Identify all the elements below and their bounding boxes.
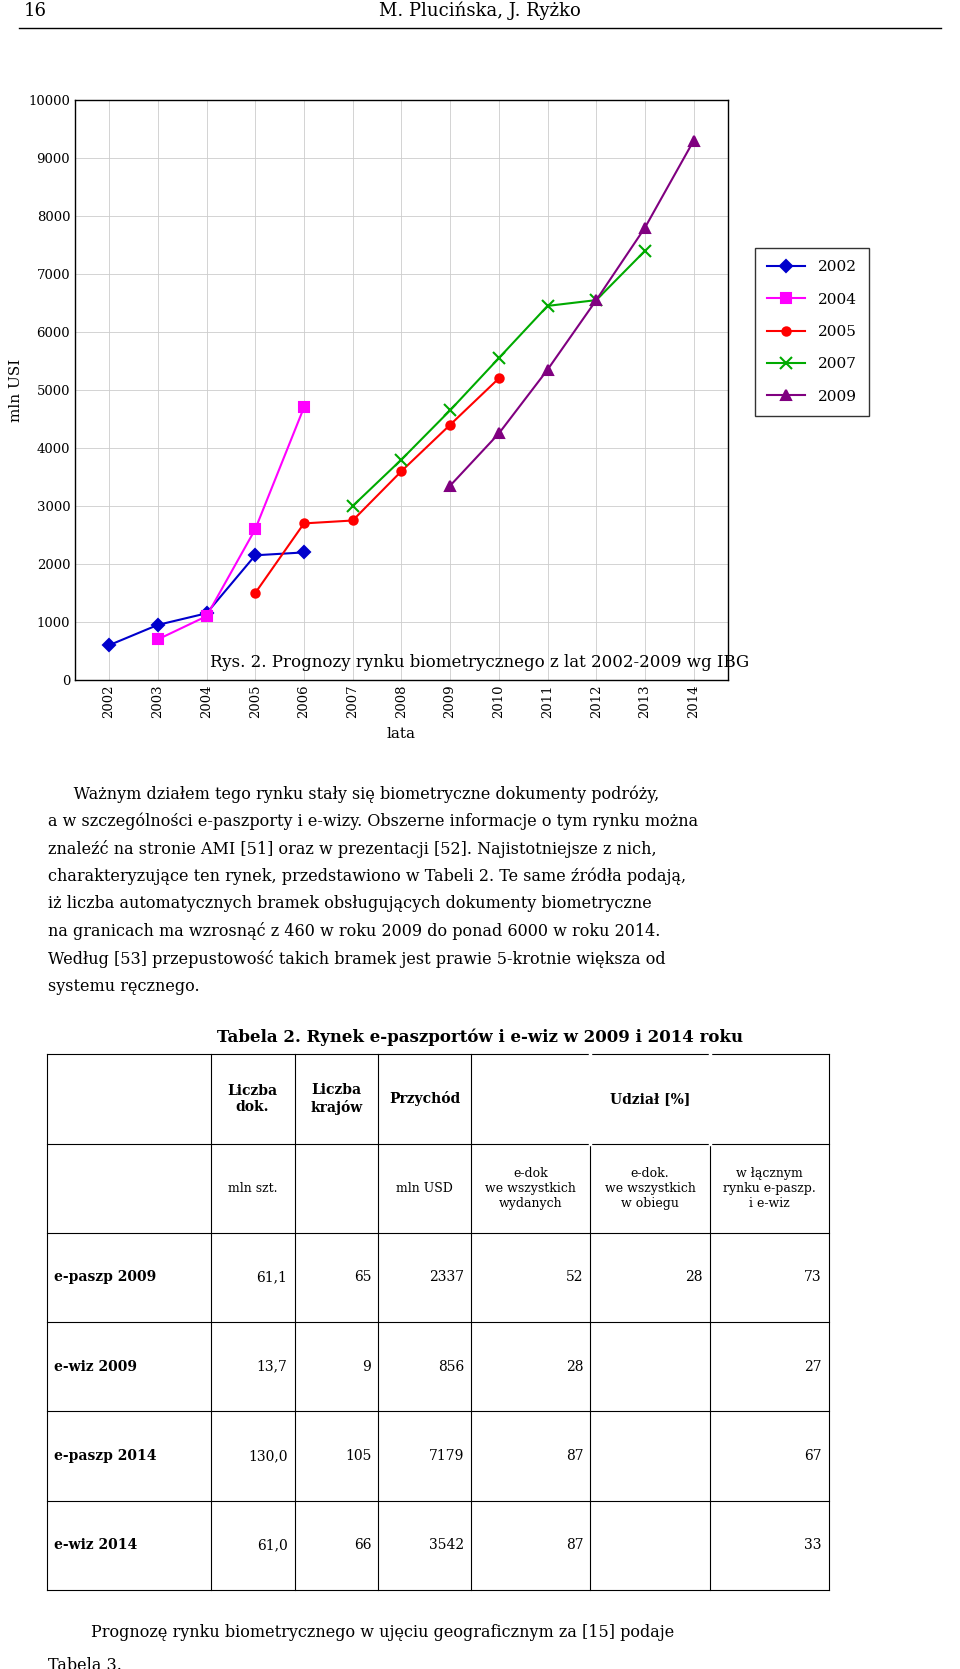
Text: Tabela 3.: Tabela 3. bbox=[48, 1657, 122, 1669]
Text: e-dok.
we wszystkich
w obiegu: e-dok. we wszystkich w obiegu bbox=[605, 1167, 695, 1210]
2007 bbox=[590, 290, 602, 310]
2002 bbox=[104, 636, 115, 656]
Text: 3542: 3542 bbox=[429, 1539, 464, 1552]
Text: 52: 52 bbox=[565, 1270, 584, 1285]
Text: a w szczególności e-paszporty i e-wizy. Obszerne informacje o tym rynku można: a w szczególności e-paszporty i e-wizy. … bbox=[48, 813, 698, 829]
2009 bbox=[688, 130, 700, 150]
Text: 105: 105 bbox=[345, 1449, 372, 1464]
Text: 33: 33 bbox=[804, 1539, 822, 1552]
Text: Liczba
krajów: Liczba krajów bbox=[310, 1083, 363, 1115]
2007 bbox=[639, 240, 651, 260]
Text: 73: 73 bbox=[804, 1270, 822, 1285]
Text: Przychód: Przychód bbox=[389, 1092, 461, 1107]
Text: 65: 65 bbox=[354, 1270, 372, 1285]
Text: 87: 87 bbox=[565, 1539, 584, 1552]
2004 bbox=[250, 519, 261, 539]
2002 bbox=[250, 546, 261, 566]
Text: Prognozę rynku biometrycznego w ujęciu geograficznym za [15] podaje: Prognozę rynku biometrycznego w ujęciu g… bbox=[91, 1624, 675, 1641]
2007 bbox=[347, 496, 358, 516]
Text: 130,0: 130,0 bbox=[248, 1449, 287, 1464]
Text: mln USD: mln USD bbox=[396, 1182, 453, 1195]
Text: 7179: 7179 bbox=[429, 1449, 464, 1464]
Text: 28: 28 bbox=[685, 1270, 703, 1285]
2004 bbox=[299, 397, 310, 417]
Text: 16: 16 bbox=[24, 2, 47, 20]
Line: 2004: 2004 bbox=[153, 402, 309, 644]
Text: 2337: 2337 bbox=[429, 1270, 464, 1285]
Text: 67: 67 bbox=[804, 1449, 822, 1464]
Text: 13,7: 13,7 bbox=[256, 1360, 287, 1374]
Text: 856: 856 bbox=[438, 1360, 464, 1374]
Text: 27: 27 bbox=[804, 1360, 822, 1374]
Text: Liczba
dok.: Liczba dok. bbox=[228, 1083, 277, 1113]
Text: charakteryzujące ten rynek, przedstawiono w Tabeli 2. Te same źródła podają,: charakteryzujące ten rynek, przedstawion… bbox=[48, 868, 686, 885]
Text: mln szt.: mln szt. bbox=[228, 1182, 277, 1195]
2002 bbox=[152, 614, 163, 634]
Text: 9: 9 bbox=[363, 1360, 372, 1374]
2007 bbox=[493, 349, 505, 369]
2005 bbox=[444, 416, 456, 436]
Text: 28: 28 bbox=[565, 1360, 584, 1374]
Line: 2009: 2009 bbox=[445, 135, 699, 491]
2009 bbox=[590, 290, 602, 310]
Text: 61,0: 61,0 bbox=[256, 1539, 287, 1552]
Text: systemu ręcznego.: systemu ręcznego. bbox=[48, 978, 200, 995]
Text: e-wiz 2009: e-wiz 2009 bbox=[55, 1360, 137, 1374]
Line: 2007: 2007 bbox=[347, 245, 651, 512]
Text: Tabela 2. Rynek e-paszportów i e-wiz w 2009 i 2014 roku: Tabela 2. Rynek e-paszportów i e-wiz w 2… bbox=[217, 1028, 743, 1046]
2004 bbox=[201, 606, 212, 626]
Text: e-dok
we wszystkich
wydanych: e-dok we wszystkich wydanych bbox=[486, 1167, 576, 1210]
Text: e-paszp 2009: e-paszp 2009 bbox=[55, 1270, 156, 1285]
2002 bbox=[299, 542, 310, 562]
Text: Według [53] przepustowość takich bramek jest prawie 5-krotnie większa od: Według [53] przepustowość takich bramek … bbox=[48, 950, 665, 968]
Text: znaleźć na stronie AMI [51] oraz w prezentacji [52]. Najistotniejsze z nich,: znaleźć na stronie AMI [51] oraz w preze… bbox=[48, 840, 657, 858]
2007 bbox=[444, 401, 456, 421]
Line: 2005: 2005 bbox=[252, 374, 503, 598]
Text: 66: 66 bbox=[354, 1539, 372, 1552]
2009 bbox=[541, 361, 553, 381]
Legend: 2002, 2004, 2005, 2007, 2009: 2002, 2004, 2005, 2007, 2009 bbox=[755, 249, 869, 416]
Text: Ważnym działem tego rynku stały się biometryczne dokumenty podróży,: Ważnym działem tego rynku stały się biom… bbox=[48, 784, 660, 803]
X-axis label: lata: lata bbox=[387, 726, 416, 741]
2004 bbox=[152, 629, 163, 649]
2005 bbox=[250, 582, 261, 603]
2005 bbox=[493, 369, 505, 389]
Text: Udział [%]: Udział [%] bbox=[610, 1092, 690, 1107]
2007 bbox=[396, 449, 407, 469]
Text: 61,1: 61,1 bbox=[256, 1270, 287, 1285]
2005 bbox=[396, 461, 407, 481]
2005 bbox=[299, 514, 310, 534]
Text: e-paszp 2014: e-paszp 2014 bbox=[55, 1449, 156, 1464]
Line: 2002: 2002 bbox=[105, 547, 308, 649]
2002 bbox=[201, 603, 212, 623]
2007 bbox=[541, 295, 553, 315]
Text: Rys. 2. Prognozy rynku biometrycznego z lat 2002-2009 wg IBG: Rys. 2. Prognozy rynku biometrycznego z … bbox=[210, 654, 750, 671]
Text: iż liczba automatycznych bramek obsługujących dokumenty biometryczne: iż liczba automatycznych bramek obsługuj… bbox=[48, 895, 652, 913]
Text: na granicach ma wzrosnąć z 460 w roku 2009 do ponad 6000 w roku 2014.: na granicach ma wzrosnąć z 460 w roku 20… bbox=[48, 923, 660, 940]
2009 bbox=[639, 217, 651, 237]
Text: w łącznym
rynku e-paszp.
i e-wiz: w łącznym rynku e-paszp. i e-wiz bbox=[723, 1167, 816, 1210]
2009 bbox=[444, 476, 456, 496]
2009 bbox=[493, 424, 505, 444]
Text: e-wiz 2014: e-wiz 2014 bbox=[55, 1539, 137, 1552]
Text: 87: 87 bbox=[565, 1449, 584, 1464]
2005 bbox=[347, 511, 358, 531]
Y-axis label: mln USI: mln USI bbox=[9, 359, 23, 422]
Text: M. Plucińska, J. Ryżko: M. Plucińska, J. Ryżko bbox=[379, 2, 581, 20]
